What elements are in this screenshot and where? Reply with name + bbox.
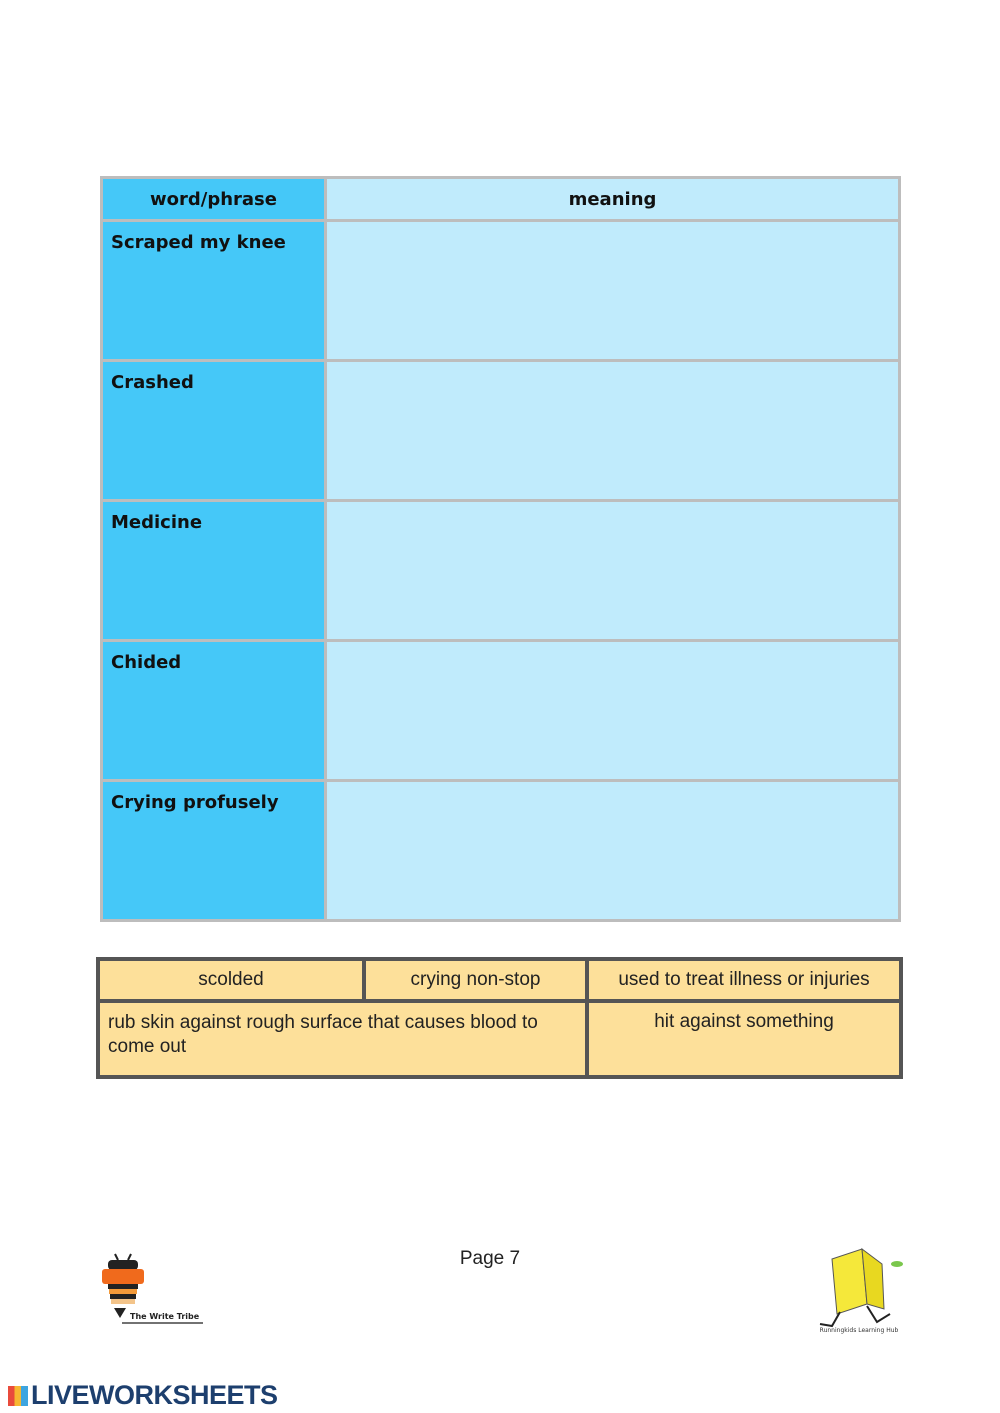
word-bank-item[interactable]: used to treat illness or injuries bbox=[589, 961, 899, 999]
header-row: word/phrase meaning bbox=[100, 176, 901, 222]
svg-text:Runningkids Learning Hub: Runningkids Learning Hub bbox=[820, 1327, 899, 1334]
word-bank-row: scolded crying non-stop used to treat il… bbox=[100, 961, 899, 999]
word-cell: Crashed bbox=[100, 359, 327, 502]
liveworksheets-logo-icon bbox=[8, 1386, 28, 1406]
word-bank-table: scolded crying non-stop used to treat il… bbox=[96, 957, 903, 1079]
table-row: Medicine bbox=[100, 499, 901, 642]
word-cell: Chided bbox=[100, 639, 327, 782]
table-row: Crying profusely bbox=[100, 779, 901, 922]
svg-text:The Write Tribe: The Write Tribe bbox=[130, 1312, 200, 1321]
table-row: Scraped my knee bbox=[100, 219, 901, 362]
word-bank-item[interactable]: hit against something bbox=[589, 1003, 899, 1075]
table-row: Chided bbox=[100, 639, 901, 782]
brand-text: LIVEWORKSHEETS bbox=[31, 1380, 278, 1410]
word-bank-item[interactable]: crying non-stop bbox=[366, 961, 585, 999]
table-row: Crashed bbox=[100, 359, 901, 502]
liveworksheets-brand: LIVEWORKSHEETS bbox=[8, 1380, 278, 1411]
meaning-answer-cell[interactable] bbox=[324, 219, 901, 362]
word-bank-item[interactable]: rub skin against rough surface that caus… bbox=[100, 1003, 585, 1075]
word-bank-row: rub skin against rough surface that caus… bbox=[100, 1003, 899, 1075]
learning-hub-logo: Runningkids Learning Hub bbox=[820, 1247, 903, 1334]
word-bank-item[interactable]: scolded bbox=[100, 961, 362, 999]
vocabulary-table: word/phrase meaning Scraped my knee Cras… bbox=[100, 176, 901, 922]
meaning-answer-cell[interactable] bbox=[324, 499, 901, 642]
header-meaning: meaning bbox=[324, 176, 901, 222]
write-tribe-logo: The Write Tribe bbox=[102, 1253, 203, 1324]
header-word: word/phrase bbox=[100, 176, 327, 222]
word-cell: Medicine bbox=[100, 499, 327, 642]
page-number: Page 7 bbox=[459, 1248, 521, 1269]
word-cell: Crying profusely bbox=[100, 779, 327, 922]
word-cell: Scraped my knee bbox=[100, 219, 327, 362]
meaning-answer-cell[interactable] bbox=[324, 779, 901, 922]
meaning-answer-cell[interactable] bbox=[324, 359, 901, 502]
meaning-answer-cell[interactable] bbox=[324, 639, 901, 782]
